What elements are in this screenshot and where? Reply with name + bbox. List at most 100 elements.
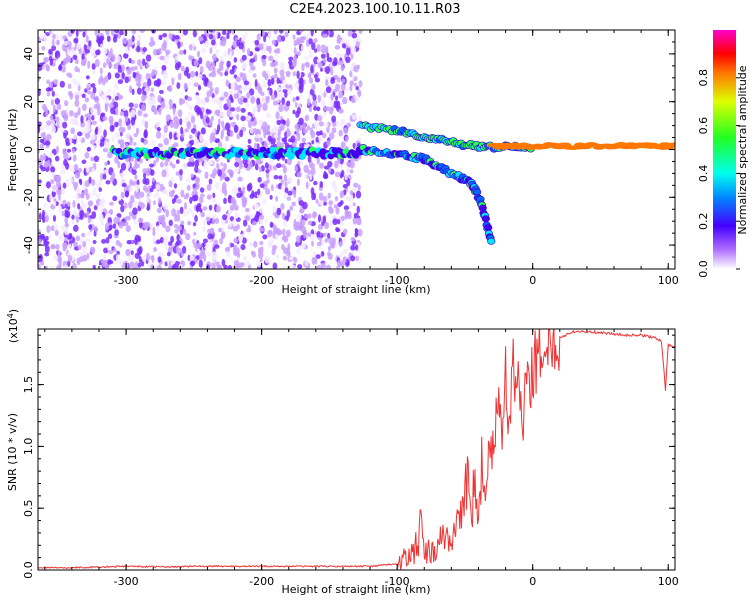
noise-blob [229,113,234,118]
noise-blob [272,100,279,106]
noise-blob [160,146,165,152]
noise-blob [115,254,120,262]
snr-series-line [38,329,675,570]
noise-blob [129,167,133,174]
noise-blob [314,48,318,53]
noise-blob [328,132,335,140]
noise-blob [107,88,112,95]
snr-axes: -300 -200 -100 0 100 0.0 0.5 1.0 1.5 [22,329,679,588]
noise-blob [202,117,206,125]
noise-blob [259,86,263,95]
noise-blob [298,77,304,86]
noise-blob [277,91,281,100]
noise-blob [93,230,97,237]
noise-blob [229,69,235,75]
noise-blob [44,108,49,117]
noise-blob [72,134,77,141]
noise-blob [209,47,213,55]
noise-blob [126,239,132,245]
noise-blob [336,52,340,60]
noise-blob [99,67,103,75]
noise-blob [197,84,202,91]
noise-blob [173,115,179,123]
noise-blob [54,155,60,162]
noise-blob [287,243,291,251]
noise-blob [224,122,230,131]
noise-blob [306,33,312,40]
noise-blob [299,159,304,165]
noise-blob [158,107,162,116]
noise-blob [133,200,138,208]
noise-blob [143,171,147,180]
noise-blob [185,99,189,107]
noise-blob [39,143,45,150]
figure-title: C2E4.2023.100.10.11.R03 [289,2,461,17]
noise-blob [209,228,214,234]
noise-blob [126,67,132,75]
noise-blob [122,221,129,227]
noise-blob [166,251,171,257]
noise-blob [173,142,179,148]
noise-blob [40,233,46,239]
noise-blob [213,168,218,176]
noise-blob [179,169,183,176]
noise-blob [251,190,255,198]
spectrogram-image [38,30,675,269]
noise-blob [342,248,349,255]
noise-blob [333,184,338,193]
noise-blob [66,49,71,56]
noise-blob [100,112,106,117]
noise-blob [358,30,363,34]
band-blob [327,152,335,160]
noise-blob [164,261,168,267]
noise-blob [259,137,263,144]
noise-blob [219,237,224,245]
noise-blob [234,161,240,168]
noise-blob [90,105,95,115]
noise-blob [123,109,129,119]
noise-blob [244,260,251,267]
noise-blob [50,166,56,173]
noise-blob [158,89,164,94]
noise-blob [289,205,294,211]
noise-blob [49,114,54,121]
branch-blob [481,215,490,223]
spectrogram-ytick-label: 0 [22,146,35,153]
noise-blob [287,190,293,196]
noise-blob [249,127,255,134]
noise-blob [144,120,149,130]
noise-blob [260,125,265,131]
noise-blob [228,220,232,229]
noise-blob [46,225,51,234]
noise-blob [350,97,356,103]
noise-blob [347,210,352,218]
noise-blob [219,99,223,106]
noise-blob [174,62,180,71]
noise-blob [77,167,83,173]
noise-blob [316,156,320,165]
noise-blob [237,187,242,193]
noise-blob [158,198,162,204]
noise-blob [338,108,344,114]
noise-blob [296,248,301,254]
noise-blob [100,43,104,49]
noise-blob [200,111,203,120]
noise-blob [208,30,214,33]
noise-blob [139,158,143,164]
noise-blob [211,198,217,204]
noise-blob [310,187,315,195]
noise-blob [288,56,294,61]
noise-blob [328,106,334,115]
noise-blob [91,179,96,186]
noise-blob [321,239,325,245]
noise-blob [281,97,286,105]
noise-blob [46,79,50,85]
noise-blob [51,45,57,51]
noise-blob [71,214,75,220]
noise-blob [315,127,321,133]
noise-blob [299,219,306,227]
noise-blob [73,139,77,145]
noise-blob [212,192,216,199]
